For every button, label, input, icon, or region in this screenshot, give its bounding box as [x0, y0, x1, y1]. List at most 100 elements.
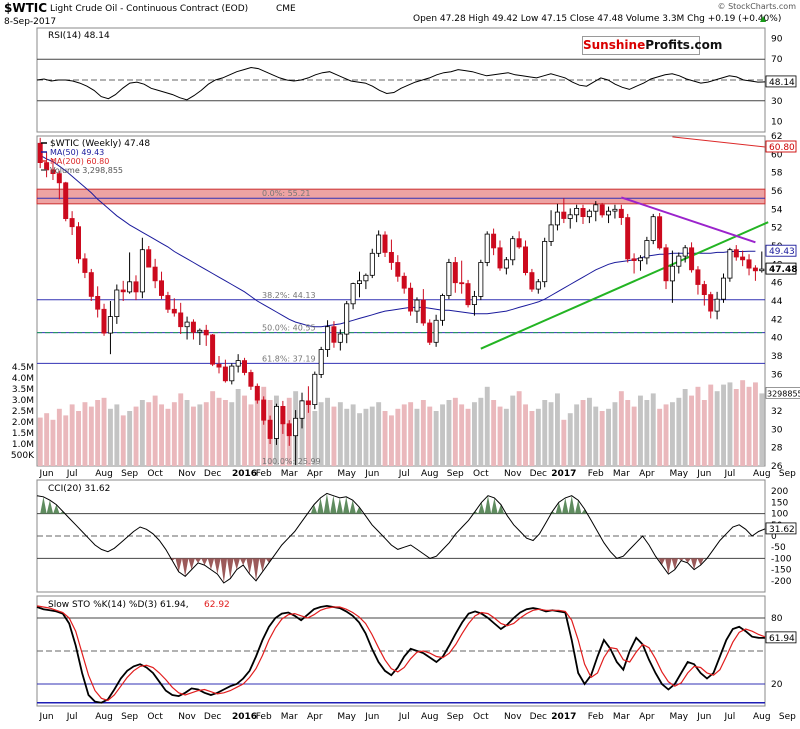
x-axis-label: Mar: [281, 712, 298, 722]
candle-body: [241, 360, 247, 373]
volume-bar: [714, 391, 720, 466]
cci-line: [36, 492, 766, 584]
x-axis-label: Jul: [66, 469, 78, 479]
chart-change-arrow: ▲: [760, 14, 767, 23]
volume-bar: [44, 413, 50, 466]
volume-tick-label: 2.5M: [12, 407, 34, 417]
volume-last-box: [765, 387, 800, 399]
volume-bar: [306, 404, 311, 466]
candle-body: [356, 280, 362, 284]
volume-bar: [408, 402, 414, 466]
x-axis-label: Aug: [421, 469, 439, 479]
rsi-last-value-label: 48.14: [769, 78, 795, 88]
cci-overbought-fill: [478, 502, 485, 514]
cci-overbought-fill: [317, 497, 324, 514]
x-axis-label: Sep: [779, 712, 796, 722]
price-tag-box: [765, 262, 797, 275]
candle-body: [721, 277, 727, 300]
volume-bar: [63, 415, 69, 466]
cci-tick-label: 0: [771, 532, 777, 542]
volume-bar: [414, 408, 420, 466]
candle-body: [120, 289, 126, 293]
volume-tick-label: 500K: [11, 451, 35, 461]
candle-body: [369, 252, 375, 276]
candle-body: [497, 247, 503, 269]
volume-bar: [357, 413, 362, 466]
cci-title: CCI(20) 31.62: [48, 484, 110, 494]
candle-body: [114, 289, 120, 318]
x-axis-label: Oct: [147, 712, 163, 722]
candle-body: [337, 333, 343, 343]
x-axis-label: May: [337, 712, 356, 722]
cci-oversold-fill: [181, 558, 189, 577]
candle-body: [299, 400, 305, 419]
candle-body: [76, 226, 82, 260]
x-axis-label: 2016: [232, 469, 257, 479]
candle-body: [701, 284, 707, 296]
x-axis-label: Apr: [307, 712, 323, 722]
candle-body: [446, 262, 452, 296]
candle-body: [612, 208, 618, 212]
price-tick-label: 44: [771, 297, 783, 307]
candle-body: [618, 208, 624, 219]
candle-body: [88, 272, 94, 297]
candle-body: [82, 258, 88, 273]
cci-overbought-fill: [343, 496, 350, 514]
candle-body: [408, 287, 414, 312]
candle-body: [484, 233, 490, 263]
cci-oversold-fill: [684, 558, 691, 563]
candle-body: [165, 295, 171, 310]
candle-body: [727, 249, 733, 279]
volume-bar: [472, 402, 477, 466]
candle-body: [382, 234, 388, 253]
x-axis-label: 2017: [551, 712, 576, 722]
candle-body: [695, 269, 701, 285]
volume-bar: [159, 404, 164, 466]
volume-bar: [210, 391, 216, 466]
legend-label: $WTIC (Weekly) 47.48: [50, 139, 150, 149]
cci-overbought-fill: [555, 502, 563, 514]
x-axis-label: Oct: [147, 469, 163, 479]
volume-bar: [625, 400, 631, 466]
volume-bar: [216, 397, 222, 466]
x-axis-label: Feb: [588, 712, 604, 722]
candle-body: [344, 303, 350, 335]
cci-last-value-label: 31.62: [769, 525, 795, 535]
candle-body: [420, 299, 426, 324]
volume-bar: [523, 404, 528, 466]
x-axis-label: Apr: [307, 469, 323, 479]
volume-bar: [644, 400, 650, 466]
candle-body: [491, 233, 497, 249]
candle-body: [197, 329, 203, 333]
volume-bar: [223, 400, 228, 466]
price-tag-label: 49.43: [769, 247, 795, 257]
x-axis-label: Feb: [256, 469, 272, 479]
legend-label: MA(50) 49.43: [50, 148, 104, 157]
cci-overbought-fill: [574, 500, 582, 514]
candle-body: [95, 295, 101, 310]
cci-oversold-fill: [214, 558, 221, 575]
candle-body: [222, 366, 228, 382]
candle-body: [439, 295, 445, 321]
volume-bar: [650, 393, 656, 466]
volume-bar: [318, 402, 324, 466]
price-tick-label: 36: [771, 370, 783, 380]
candle-body: [542, 240, 548, 283]
x-axis-label: 2017: [551, 469, 576, 479]
x-axis-label: Aug: [421, 712, 439, 722]
chart-symbol: $WTIC: [4, 1, 47, 15]
volume-bar: [427, 406, 433, 466]
volume-bar: [344, 408, 350, 466]
candle-body: [554, 211, 560, 226]
cci-oversold-fill: [665, 558, 672, 575]
x-axis-label: Dec: [204, 712, 221, 722]
candle-body: [203, 329, 209, 336]
volume-bar: [152, 395, 158, 466]
volume-tick-label: 4.0M: [12, 374, 34, 384]
volume-bar: [197, 404, 203, 466]
fibonacci-label: 100.0%: 25.99: [262, 457, 321, 466]
volume-bar: [50, 419, 56, 466]
